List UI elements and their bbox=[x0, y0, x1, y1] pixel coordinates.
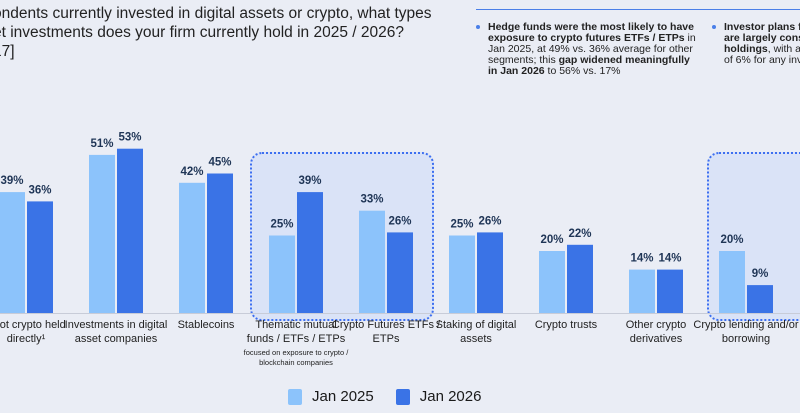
category-label: Thematic mutual funds / ETFs / ETPs focus… bbox=[241, 318, 351, 368]
bar-jan-2025 bbox=[449, 235, 475, 313]
category-label: Staking of digital assets bbox=[421, 318, 531, 346]
bullet-icon bbox=[712, 25, 716, 29]
category-name: Staking of digital assets bbox=[435, 319, 517, 345]
chart-title: ondents currently invested in digital as… bbox=[0, 5, 432, 60]
bullet-icon bbox=[476, 25, 480, 29]
data-label: 25% bbox=[270, 219, 293, 231]
category-name: Investments in digital asset companies bbox=[64, 319, 168, 345]
bar-jan-2025 bbox=[539, 251, 565, 313]
bar-jan-2025 bbox=[269, 235, 295, 313]
data-label: 9% bbox=[752, 268, 769, 280]
legend-label: Jan 2026 bbox=[419, 388, 482, 405]
data-label: 36% bbox=[28, 184, 51, 196]
data-label: 26% bbox=[388, 215, 411, 227]
category-name: Crypto lending and/or borrowing bbox=[693, 319, 799, 345]
data-label: 42% bbox=[180, 166, 203, 178]
category-label: Other crypto derivatives bbox=[601, 318, 711, 346]
bar-jan-2025 bbox=[359, 210, 385, 313]
data-label: 33% bbox=[360, 194, 383, 206]
legend: Jan 2025 Jan 2026 bbox=[288, 388, 482, 406]
bar-jan-2026 bbox=[207, 173, 233, 313]
legend-item-jan-2025: Jan 2025 bbox=[288, 388, 374, 406]
category-name: Thematic mutual funds / ETFs / ETPs bbox=[246, 319, 346, 345]
category-label: Crypto lending and/or borrowing bbox=[691, 318, 800, 346]
data-label: 25% bbox=[450, 219, 473, 231]
legend-swatch bbox=[288, 389, 302, 406]
bar-jan-2025 bbox=[179, 182, 205, 313]
bar-jan-2026 bbox=[297, 192, 323, 313]
note-hedge-funds: Hedge funds were the most likely to have… bbox=[476, 22, 698, 77]
legend-label: Jan 2025 bbox=[312, 388, 374, 405]
bar-jan-2025 bbox=[0, 192, 25, 313]
data-label: 51% bbox=[90, 138, 113, 150]
bar-jan-2026 bbox=[657, 269, 683, 313]
bar-jan-2025 bbox=[629, 269, 655, 313]
category-name: Spot crypto held directly¹ bbox=[0, 319, 66, 345]
note-investor-plans: Investor plans for th are largely consis… bbox=[712, 22, 800, 66]
bar-jan-2026 bbox=[27, 201, 53, 313]
data-label: 39% bbox=[298, 175, 321, 187]
data-label: 20% bbox=[540, 234, 563, 246]
data-label: 14% bbox=[658, 253, 681, 265]
bar-jan-2026 bbox=[387, 232, 413, 313]
legend-swatch bbox=[395, 389, 410, 406]
category-label: Spot crypto held directly¹ bbox=[0, 318, 81, 346]
bar-jan-2026 bbox=[117, 148, 143, 313]
data-label: 26% bbox=[478, 215, 501, 227]
category-label: Crypto Futures ETFs / ETPs bbox=[331, 318, 441, 346]
category-name: Stablecoins bbox=[177, 319, 235, 331]
category-label: Investments in digital asset companies bbox=[61, 318, 171, 346]
category-label: Crypto trusts bbox=[511, 318, 621, 332]
data-label: 53% bbox=[118, 132, 141, 144]
bar-jan-2025 bbox=[719, 251, 745, 313]
bar-jan-2025 bbox=[89, 154, 115, 313]
bar-jan-2026 bbox=[747, 285, 773, 313]
category-name: Other crypto derivatives bbox=[625, 319, 687, 345]
category-name: Crypto Futures ETFs / ETPs bbox=[331, 319, 441, 345]
data-label: 14% bbox=[630, 253, 653, 265]
category-label: Stablecoins bbox=[151, 318, 261, 332]
data-label: 39% bbox=[0, 175, 23, 187]
data-label: 45% bbox=[208, 157, 231, 169]
category-subtitle: focused on exposure to crypto / blockcha… bbox=[243, 348, 349, 367]
category-name: Crypto trusts bbox=[534, 319, 598, 331]
divider bbox=[476, 9, 800, 10]
data-label: 22% bbox=[568, 228, 591, 240]
data-label: 20% bbox=[720, 234, 743, 246]
legend-item-jan-2026: Jan 2026 bbox=[395, 388, 482, 406]
bar-jan-2026 bbox=[477, 232, 503, 313]
bar-jan-2026 bbox=[567, 244, 593, 313]
